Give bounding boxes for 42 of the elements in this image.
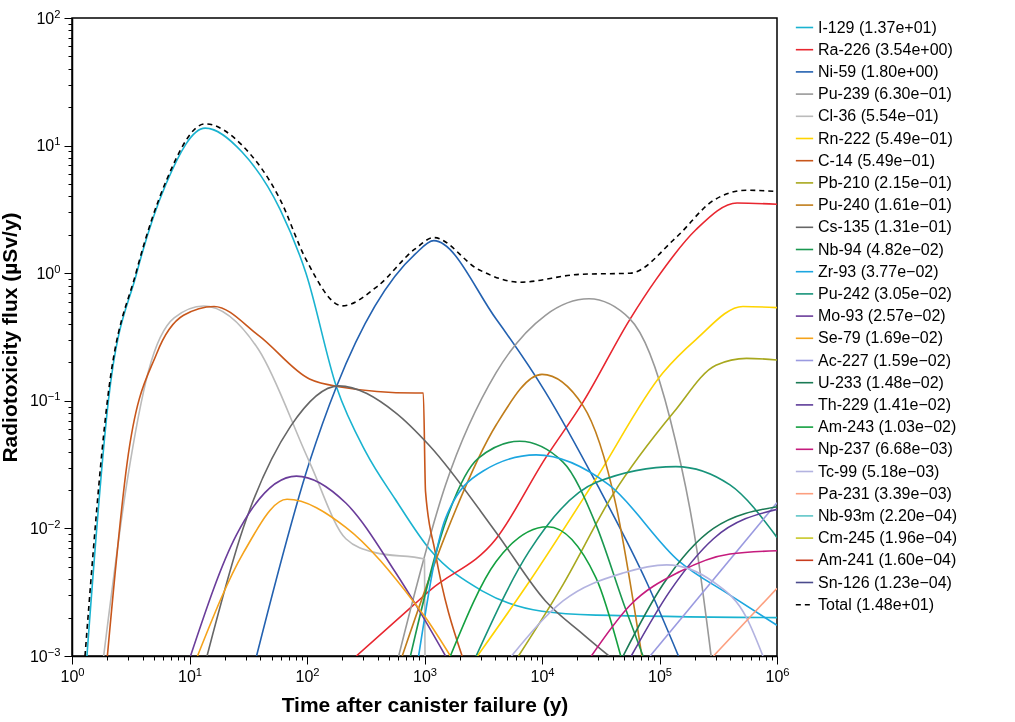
legend-label: Pa-231 (3.39e−03) (818, 484, 952, 502)
legend-label: Ni-59 (1.80e+00) (818, 62, 939, 80)
legend-label: C-14 (5.49e−01) (818, 151, 935, 169)
y-axis-title: Radiotoxicity flux (µSv/y) (0, 212, 21, 463)
legend-label: Sn-126 (1.23e−04) (818, 573, 952, 591)
x-tick-label: 10$^{2}$ (295, 665, 320, 685)
y-tick-label: 10$^{−3}$ (29, 645, 61, 665)
legend-label: Total (1.48e+01) (818, 595, 935, 613)
legend-label: Cm-245 (1.96e−04) (818, 529, 958, 547)
x-tick-label: 10$^{4}$ (530, 665, 555, 685)
x-tick-label: 10$^{3}$ (412, 665, 438, 685)
x-axis-title: Time after canister failure (y) (281, 692, 569, 716)
legend-label: Am-241 (1.60e−04) (818, 551, 957, 569)
legend-label: Np-237 (6.68e−03) (818, 440, 953, 458)
legend-label: U-233 (1.48e−02) (818, 373, 944, 391)
x-tick-label: 10$^{0}$ (60, 665, 85, 685)
x-tick-label: 10$^{5}$ (647, 665, 673, 685)
legend-label: Ac-227 (1.59e−02) (818, 351, 951, 369)
legend-label: Tc-99 (5.18e−03) (818, 462, 940, 480)
y-tick-label: 10$^{−2}$ (29, 517, 61, 537)
legend-label: Mo-93 (2.57e−02) (818, 307, 946, 325)
x-tick-label: 10$^{1}$ (177, 665, 203, 685)
x-tick-label: 10$^{6}$ (765, 665, 790, 685)
legend-label: Th-229 (1.41e−02) (818, 395, 951, 413)
legend-label: Pb-210 (2.15e−01) (818, 173, 952, 191)
y-tick-label: 10$^{2}$ (36, 7, 61, 27)
legend-label: I-129 (1.37e+01) (818, 18, 937, 36)
legend-label: Pu-240 (1.61e−01) (818, 196, 952, 214)
y-tick-label: 10$^{−1}$ (29, 390, 61, 410)
legend-label: Nb-94 (4.82e−02) (818, 240, 944, 258)
y-tick-label: 10$^{1}$ (36, 135, 61, 155)
legend-label: Pu-239 (6.30e−01) (818, 85, 952, 103)
legend-label: Pu-242 (3.05e−02) (818, 284, 952, 302)
y-tick-label: 10$^{0}$ (36, 262, 61, 282)
legend-label: Am-243 (1.03e−02) (818, 418, 957, 436)
legend-label: Nb-93m (2.20e−04) (818, 506, 958, 524)
legend-label: Cl-36 (5.54e−01) (818, 107, 939, 125)
legend-label: Se-79 (1.69e−02) (818, 329, 943, 347)
legend-label: Ra-226 (3.54e+00) (818, 40, 953, 58)
legend-label: Rn-222 (5.49e−01) (818, 129, 953, 147)
legend-label: Cs-135 (1.31e−01) (818, 218, 952, 236)
legend-label: Zr-93 (3.77e−02) (818, 262, 939, 280)
